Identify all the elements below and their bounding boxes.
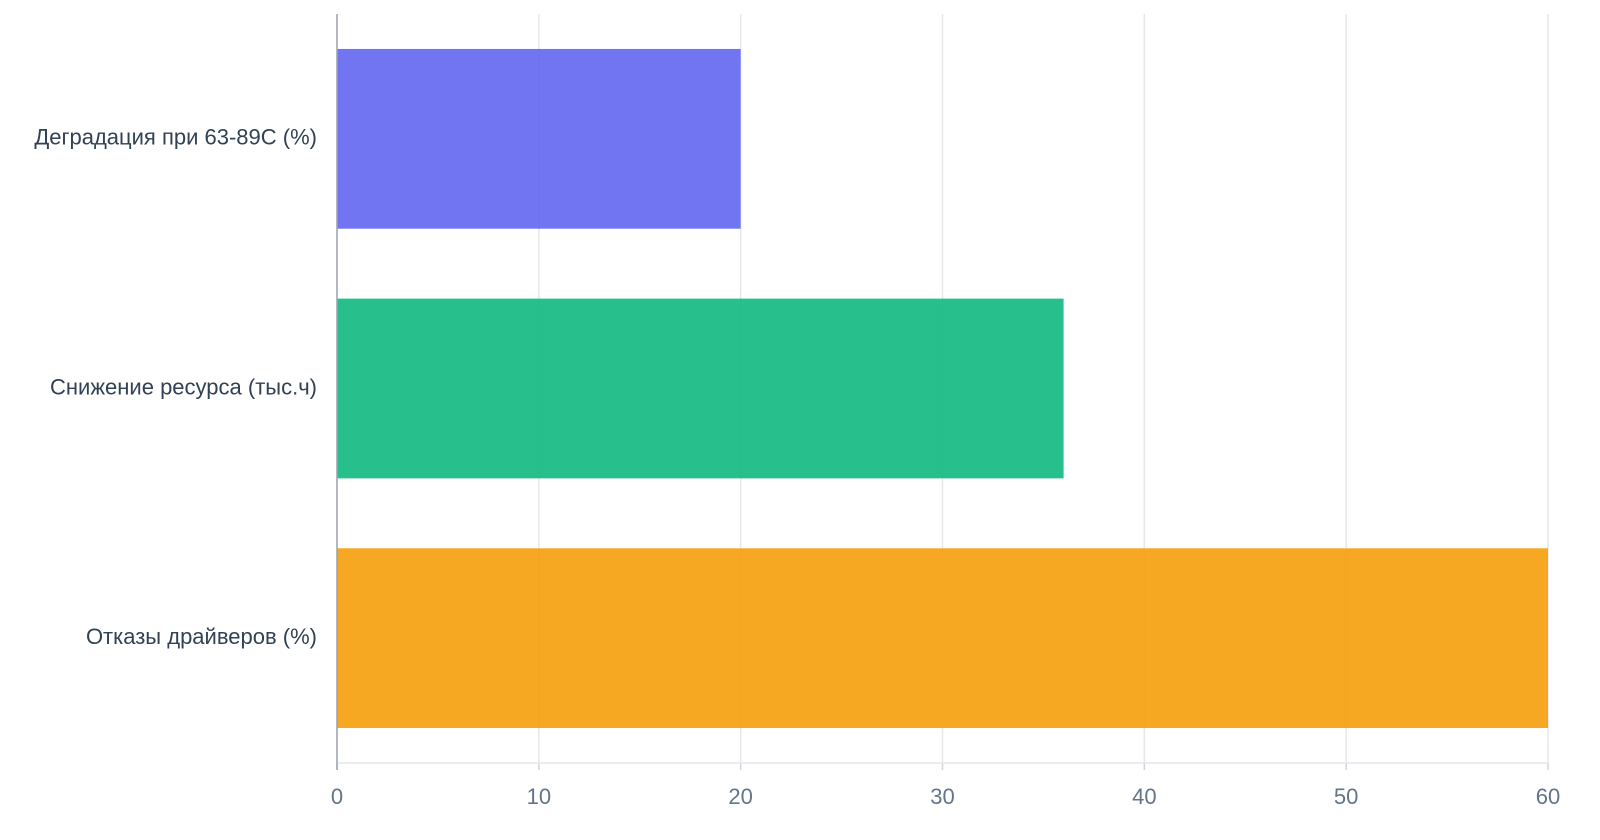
x-tick-label: 0 [331, 784, 343, 809]
x-tick-label: 60 [1536, 784, 1560, 809]
x-tick-label: 50 [1334, 784, 1358, 809]
bar [337, 48, 741, 229]
y-tick-label: Снижение ресурса (тыс.ч) [50, 374, 317, 399]
x-tick-label: 30 [930, 784, 954, 809]
x-tick-label: 10 [527, 784, 551, 809]
x-tick-label: 20 [728, 784, 752, 809]
bar [337, 298, 1064, 479]
y-tick-label: Деградация при 63-89C (%) [34, 125, 317, 150]
x-tick-label: 40 [1132, 784, 1156, 809]
y-tick-label: Отказы драйверов (%) [86, 624, 317, 649]
bar [337, 548, 1548, 729]
